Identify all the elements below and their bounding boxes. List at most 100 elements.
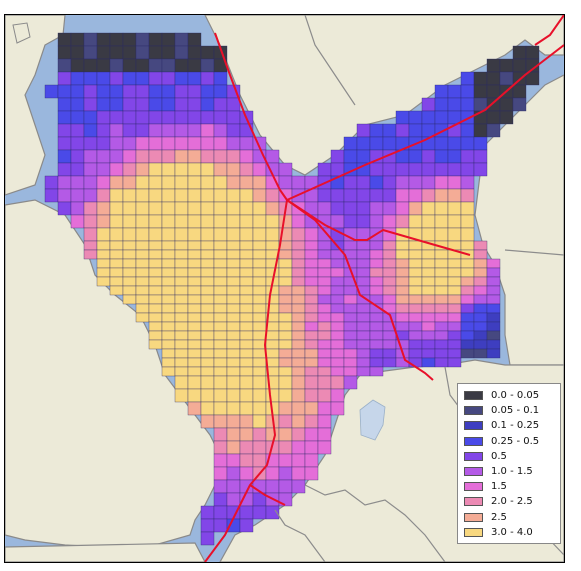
grid-cell (96, 188, 111, 203)
border-de-dk (504, 249, 564, 256)
grid-cell (200, 201, 215, 216)
grid-cell (252, 375, 267, 390)
grid-cell (213, 249, 228, 260)
grid-cell (109, 249, 124, 260)
grid-cell (447, 357, 462, 368)
grid-cell (109, 71, 124, 86)
grid-cell (460, 339, 475, 350)
grid-cell (421, 303, 436, 314)
grid-cell (135, 45, 150, 60)
grid-cell (421, 258, 436, 269)
grid-cell (421, 294, 436, 305)
grid-cell (96, 110, 111, 125)
grid-cell (239, 303, 254, 314)
grid-cell (213, 466, 228, 481)
grid-cell (187, 303, 202, 314)
grid-cell (408, 149, 423, 164)
grid-cell (109, 58, 124, 73)
grid-cell (291, 258, 306, 269)
grid-cell (57, 149, 72, 164)
grid-cell (382, 285, 397, 296)
grid-cell (109, 84, 124, 99)
border-no-se (304, 15, 356, 106)
grid-cell (200, 276, 215, 287)
grid-cell (174, 162, 189, 177)
grid-cell (278, 466, 293, 481)
grid-cell (148, 285, 163, 296)
grid-cell (291, 427, 306, 442)
grid-cell (226, 479, 241, 494)
grid-cell (343, 285, 358, 296)
grid-cell (187, 149, 202, 164)
grid-cell (96, 58, 111, 73)
grid-cell (226, 175, 241, 190)
grid-cell (356, 214, 371, 229)
grid-cell (187, 58, 202, 73)
grid-cell (83, 201, 98, 216)
grid-cell (486, 58, 501, 73)
grid-cell (122, 188, 137, 203)
grid-cell (174, 303, 189, 314)
grid-cell (109, 136, 124, 151)
grid-cell (343, 214, 358, 229)
grid-cell (343, 303, 358, 314)
grid-cell (434, 136, 449, 151)
grid-cell (473, 312, 488, 323)
grid-cell (252, 453, 267, 468)
legend-label: 1.5 (491, 481, 507, 493)
grid-cell (356, 267, 371, 278)
grid-cell (135, 97, 150, 112)
legend-item: 1.0 - 1.5 (464, 464, 556, 479)
grid-cell (304, 258, 319, 269)
grid-cell (317, 201, 332, 216)
grid-cell (148, 240, 163, 251)
grid-cell (395, 312, 410, 323)
grid-cell (226, 188, 241, 203)
grid-cell (70, 58, 85, 73)
grid-cell (148, 276, 163, 287)
grid-cell (252, 240, 267, 251)
grid-cell (278, 348, 293, 359)
grid-cell (200, 175, 215, 190)
grid-cell (252, 357, 267, 368)
grid-cell (421, 321, 436, 332)
grid-cell (239, 285, 254, 296)
grid-cell (239, 312, 254, 323)
grid-cell (473, 321, 488, 332)
grid-cell (44, 188, 59, 203)
grid-cell (408, 312, 423, 323)
grid-cell (122, 123, 137, 138)
grid-cell (174, 321, 189, 332)
grid-cell (187, 71, 202, 86)
grid-cell (187, 249, 202, 260)
grid-cell (70, 32, 85, 47)
grid-cell (369, 249, 384, 260)
route-7 (534, 15, 564, 46)
legend: 0.0 - 0.05 0.05 - 0.1 0.1 - 0.25 0.25 - 0.5… (457, 383, 561, 544)
grid-cell (187, 240, 202, 251)
grid-cell (304, 453, 319, 468)
grid-cell (213, 339, 228, 350)
grid-cell (161, 162, 176, 177)
grid-cell (447, 149, 462, 164)
grid-cell (226, 321, 241, 332)
grid-cell (135, 84, 150, 99)
grid-cell (252, 267, 267, 278)
grid-cell (460, 303, 475, 314)
grid-cell (213, 276, 228, 287)
grid-cell (304, 267, 319, 278)
grid-cell (291, 249, 306, 260)
grid-cell (148, 45, 163, 60)
grid-cell (382, 123, 397, 138)
grid-cell (213, 110, 228, 125)
grid-cell (200, 110, 215, 125)
grid-cell (200, 414, 215, 429)
grid-cell (447, 285, 462, 296)
grid-cell (278, 388, 293, 403)
grid-cell (174, 175, 189, 190)
grid-cell (213, 321, 228, 332)
grid-cell (499, 110, 514, 125)
grid-cell (447, 162, 462, 177)
grid-cell (317, 401, 332, 416)
grid-cell (304, 440, 319, 455)
